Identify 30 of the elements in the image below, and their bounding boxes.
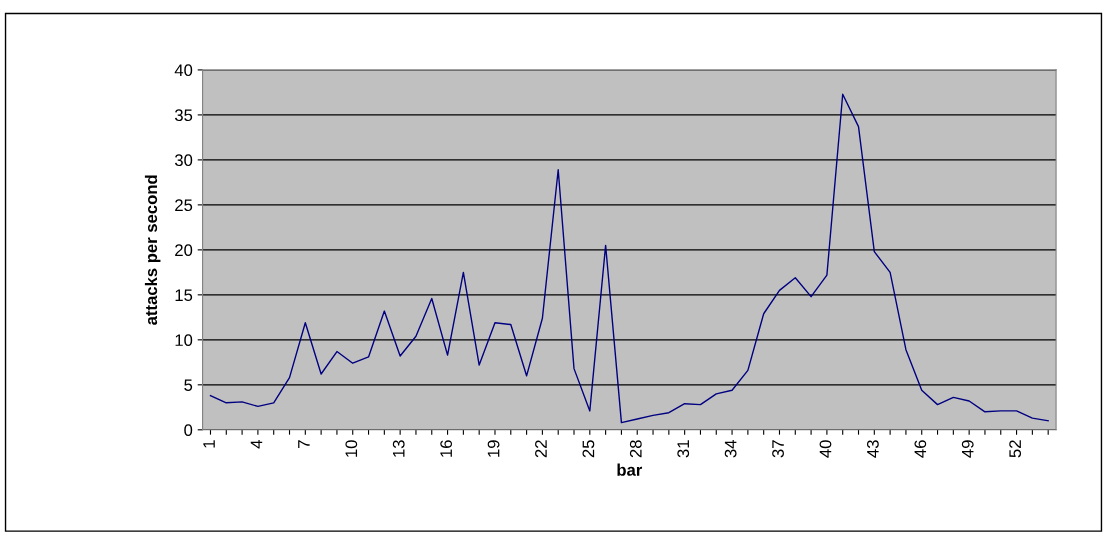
x-tick-label: 40 bbox=[819, 440, 832, 458]
x-tick-label: 7 bbox=[298, 440, 310, 448]
x-tick-label: 10 bbox=[345, 440, 358, 457]
y-tick-label: 35 bbox=[174, 109, 193, 122]
x-tick-label: 4 bbox=[250, 440, 263, 449]
x-tick-label: 28 bbox=[629, 440, 642, 458]
x-tick-label: 13 bbox=[392, 440, 405, 457]
x-tick-label: 16 bbox=[440, 440, 453, 457]
y-tick-label: 15 bbox=[175, 289, 193, 302]
y-axis-title: attacks per second bbox=[144, 175, 161, 325]
line-series bbox=[209, 93, 1049, 424]
x-tick-label: 37 bbox=[772, 440, 784, 458]
x-axis-title: bar bbox=[617, 463, 643, 476]
y-tick-label: 10 bbox=[175, 334, 193, 347]
y-tick-label: 25 bbox=[175, 199, 193, 212]
x-tick-label: 49 bbox=[961, 440, 974, 458]
x-tick-label: 19 bbox=[487, 440, 500, 457]
x-tick-label: 25 bbox=[582, 440, 595, 458]
y-tick-label: 40 bbox=[174, 64, 193, 77]
x-tick-label: 43 bbox=[866, 440, 879, 458]
x-tick-label: 31 bbox=[677, 440, 690, 458]
x-tick-label: 34 bbox=[724, 440, 737, 458]
x-tick-label: 1 bbox=[203, 440, 215, 448]
y-tick-label: 20 bbox=[175, 244, 193, 257]
x-tick-label: 52 bbox=[1009, 440, 1022, 458]
x-tick-label: 46 bbox=[914, 440, 927, 458]
y-tick-label: 0 bbox=[184, 424, 193, 437]
y-tick-label: 5 bbox=[184, 379, 193, 392]
x-tick-label: 22 bbox=[535, 440, 547, 458]
y-tick-label: 30 bbox=[174, 154, 193, 167]
